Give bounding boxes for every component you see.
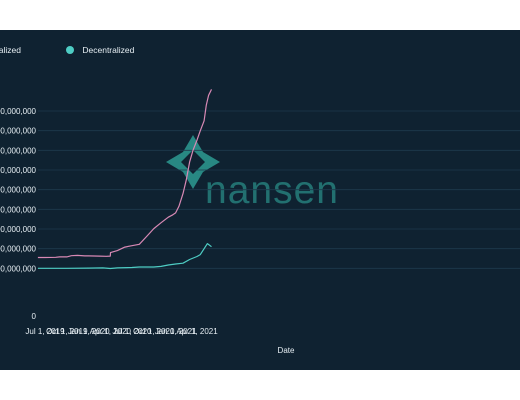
series-lines xyxy=(37,89,213,270)
series-line-centralized xyxy=(37,89,213,259)
x-axis-title: Date xyxy=(278,346,295,355)
nansen-watermark: nansen xyxy=(166,135,339,212)
y-tick-label: 400,000,000 xyxy=(0,205,37,214)
x-tick-label: Apr 1, 2021 xyxy=(176,327,218,336)
y-tick-label: 300,000,000 xyxy=(0,225,37,234)
x-tick-label: Jul 1, 2020 xyxy=(112,327,152,336)
legend-item-decentralized[interactable]: Decentralized xyxy=(66,45,134,55)
y-tick-label: 900,000,000 xyxy=(0,107,37,116)
x-tick-label: Jul 1, 2019 xyxy=(25,327,65,336)
watermark-text: nansen xyxy=(205,169,339,212)
x-tick-label: Oct 1, 2019 xyxy=(46,327,88,336)
nansen-diamond-logo-icon xyxy=(166,135,220,189)
y-tick-label: 200,000,000 xyxy=(0,245,37,254)
grid-lines xyxy=(38,110,520,269)
legend-label-centralized: Centralized xyxy=(0,45,21,55)
y-tick-label: 600,000,000 xyxy=(0,166,37,175)
y-tick-label: 500,000,000 xyxy=(0,186,37,195)
y-tick-label: 800,000,000 xyxy=(0,127,37,136)
x-tick-label: Oct 1, 2020 xyxy=(133,327,175,336)
series-decentralized xyxy=(37,243,212,270)
x-tick-label: Apr 1, 2020 xyxy=(90,327,132,336)
chart-panel xyxy=(0,30,520,370)
y-tick-label: 100,000,000 xyxy=(0,264,37,273)
legend-label-decentralized: Decentralized xyxy=(82,45,135,55)
x-tick-label: Jan 1, 2020 xyxy=(68,327,110,336)
y-tick-label: 700,000,000 xyxy=(0,146,37,155)
legend-item-centralized[interactable]: Centralized xyxy=(0,45,21,55)
series-line-decentralized xyxy=(37,243,212,270)
legend-swatch-decentralized xyxy=(66,46,74,54)
y-axis: 0 100,000,000 200,000,000 300,000,000 400,00… xyxy=(0,107,37,321)
x-tick-label: Jan 1, 2021 xyxy=(155,327,197,336)
y-tick-label: 0 xyxy=(32,312,37,321)
series-centralized xyxy=(37,89,213,259)
